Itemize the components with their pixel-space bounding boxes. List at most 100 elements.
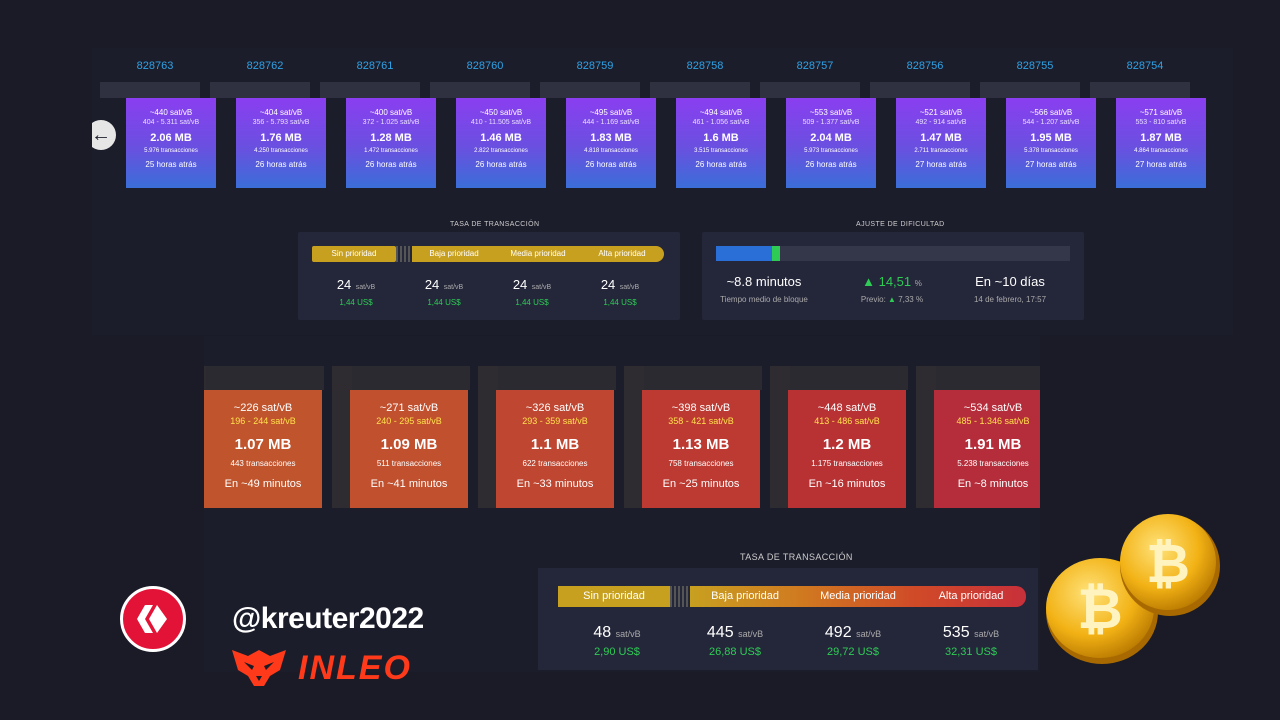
up-triangle-icon: ▲ [888,295,896,304]
block-number-link[interactable]: 828761 [356,60,394,72]
mempool-block[interactable]: ~534 sat/vB 485 - 1.346 sat/vB 1.91 MB 5… [916,366,1040,508]
mempool-blocks-panel: ~226 sat/vB 196 - 244 sat/vB 1.07 MB 443… [204,336,1040,672]
mined-block[interactable]: ~571 sat/vB 553 - 810 sat/vB 1.87 MB 4.8… [1090,82,1206,188]
fee-unit: sat/vB [443,284,464,291]
mempool-block-top-face [624,366,762,390]
mined-block[interactable]: ~553 sat/vB 509 - 1.377 sat/vB 2.04 MB 5… [760,82,876,188]
block-time: 27 horas atrás [1025,160,1077,169]
bottom-fee-values: 48 sat/vB 2,90 US$ 445 sat/vB 26,88 US$ … [558,624,1030,658]
hive-logo-icon [120,586,186,652]
bottom-fee-sat: 445 [706,624,734,641]
mined-block[interactable]: ~450 sat/vB 410 - 11.505 sat/vB 1.46 MB … [430,82,546,188]
mempool-block-top-face [204,366,324,390]
difficulty-section-title: AJUSTE DE DIFICULTAD [856,221,945,228]
block-tx-count: 5.378 transacciones [1024,148,1078,154]
block-time: 25 horas atrás [145,160,197,169]
bottom-fee-unit: sat/vB [615,629,641,639]
block-number-link[interactable]: 828759 [576,60,614,72]
mempool-block-top-face [916,366,1040,390]
mempool-block-size: 1.91 MB [964,436,1022,453]
block-tx-count: 2.711 transacciones [914,148,968,154]
bottom-pill-high-priority: Alta prioridad [916,586,1026,607]
block-number-link[interactable]: 828762 [246,60,284,72]
block-time: 26 horas atrás [365,160,417,169]
mempool-block-side-face [332,366,352,508]
block-time: 26 horas atrás [805,160,857,169]
mempool-median-fee: ~226 sat/vB [233,402,293,414]
block-median-fee: ~521 sat/vB [919,108,963,117]
block-median-fee: ~494 sat/vB [699,108,743,117]
pill-medium-priority: Media prioridad [496,246,580,262]
block-fee-range: 492 - 914 sat/vB [915,119,967,126]
bottom-fee-unit: sat/vB [856,629,882,639]
block-size: 1.46 MB [480,132,522,144]
mempool-eta: En ~25 minutos [662,478,740,490]
fee-value-column: 24 sat/vB 1,44 US$ [312,276,400,307]
bottom-fee-value-column: 535 sat/vB 32,31 US$ [912,624,1030,658]
block-number-link[interactable]: 828755 [1016,60,1054,72]
bottom-fee-value-column: 48 sat/vB 2,90 US$ [558,624,676,658]
block-fee-range: 410 - 11.505 sat/vB [470,119,532,126]
block-number-link[interactable]: 828763 [136,60,174,72]
mempool-tx-count: 758 transacciones [668,459,734,468]
mempool-fee-range: 413 - 486 sat/vB [814,416,880,426]
mempool-eta: En ~49 minutos [224,478,302,490]
mined-block[interactable]: ~440 sat/vB 404 - 5.311 sat/vB 2.06 MB 5… [100,82,216,188]
block-size: 1.76 MB [260,132,302,144]
mined-block[interactable]: ~521 sat/vB 492 - 914 sat/vB 1.47 MB 2.7… [870,82,986,188]
block-number-link[interactable]: 828760 [466,60,504,72]
block-top-face [320,82,420,98]
block-number-link[interactable]: 828758 [686,60,724,72]
up-triangle-icon: ▲ [862,274,875,289]
back-arrow-icon[interactable]: ← [92,120,116,150]
mined-block[interactable]: ~404 sat/vB 356 - 5.793 sat/vB 1.76 MB 4… [210,82,326,188]
mempool-tx-count: 5.238 transacciones [957,459,1029,468]
pill-low-priority: Baja prioridad [412,246,496,262]
mempool-block[interactable]: ~448 sat/vB 413 - 486 sat/vB 1.2 MB 1.17… [770,366,910,508]
mempool-fee-range: 358 - 421 sat/vB [668,416,734,426]
mempool-block-face: ~448 sat/vB 413 - 486 sat/vB 1.2 MB 1.17… [788,390,906,508]
inleo-wordmark: INLEO [298,648,412,687]
block-number-link[interactable]: 828757 [796,60,834,72]
mempool-block-top-face [770,366,908,390]
bitcoin-coins-icon: ₿ ₿ [1046,514,1220,664]
block-face: ~571 sat/vB 553 - 810 sat/vB 1.87 MB 4.8… [1116,98,1206,188]
block-fee-range: 372 - 1.025 sat/vB [362,119,420,126]
fee-values: 24 sat/vB 1,44 US$ 24 sat/vB 1,44 US$ 24… [312,276,664,307]
mempool-block[interactable]: ~398 sat/vB 358 - 421 sat/vB 1.13 MB 758… [624,366,764,508]
bottom-fee-unit: sat/vB [974,629,1000,639]
block-median-fee: ~404 sat/vB [259,108,303,117]
mempool-block[interactable]: ~326 sat/vB 293 - 359 sat/vB 1.1 MB 622 … [478,366,618,508]
mempool-eta: En ~41 minutos [370,478,448,490]
block-time: 27 horas atrás [1135,160,1187,169]
block-tx-count: 2.822 transacciones [474,148,528,154]
previous-value: 7,33 % [898,295,924,304]
block-size: 1.83 MB [590,132,632,144]
mined-block[interactable]: ~566 sat/vB 544 - 1.207 sat/vB 1.95 MB 5… [980,82,1096,188]
bottom-fee-sat: 48 [593,624,612,641]
mempool-eta: En ~33 minutos [516,478,594,490]
mempool-tx-count: 511 transacciones [376,459,442,468]
mempool-block-side-face [478,366,498,508]
bottom-fee-sat: 492 [824,624,852,641]
mined-block[interactable]: ~495 sat/vB 444 - 1.169 sat/vB 1.83 MB 4… [540,82,656,188]
block-top-face [650,82,750,98]
block-number-link[interactable]: 828754 [1126,60,1164,72]
bottom-fee-box: Sin prioridad Baja prioridad Media prior… [538,568,1038,670]
difficulty-pct-unit: % [914,279,922,288]
inleo-brand: INLEO [230,646,412,690]
block-size: 1.87 MB [1140,132,1182,144]
mempool-block[interactable]: ~226 sat/vB 196 - 244 sat/vB 1.07 MB 443… [204,366,326,508]
fee-usd: 1,44 US$ [427,298,461,307]
block-face: ~495 sat/vB 444 - 1.169 sat/vB 1.83 MB 4… [566,98,656,188]
mempool-tx-count: 622 transacciones [522,459,588,468]
mempool-block[interactable]: ~271 sat/vB 240 - 295 sat/vB 1.09 MB 511… [332,366,472,508]
block-number-link[interactable]: 828756 [906,60,944,72]
mempool-block-size: 1.2 MB [822,436,872,453]
mempool-block-side-face [770,366,790,508]
block-top-face [980,82,1080,98]
bottom-fee-section-title: TASA DE TRANSACCIÓN [740,552,853,562]
fee-unit: sat/vB [355,284,376,291]
mined-block[interactable]: ~494 sat/vB 461 - 1.056 sat/vB 1.6 MB 3.… [650,82,766,188]
mined-block[interactable]: ~400 sat/vB 372 - 1.025 sat/vB 1.28 MB 1… [320,82,436,188]
